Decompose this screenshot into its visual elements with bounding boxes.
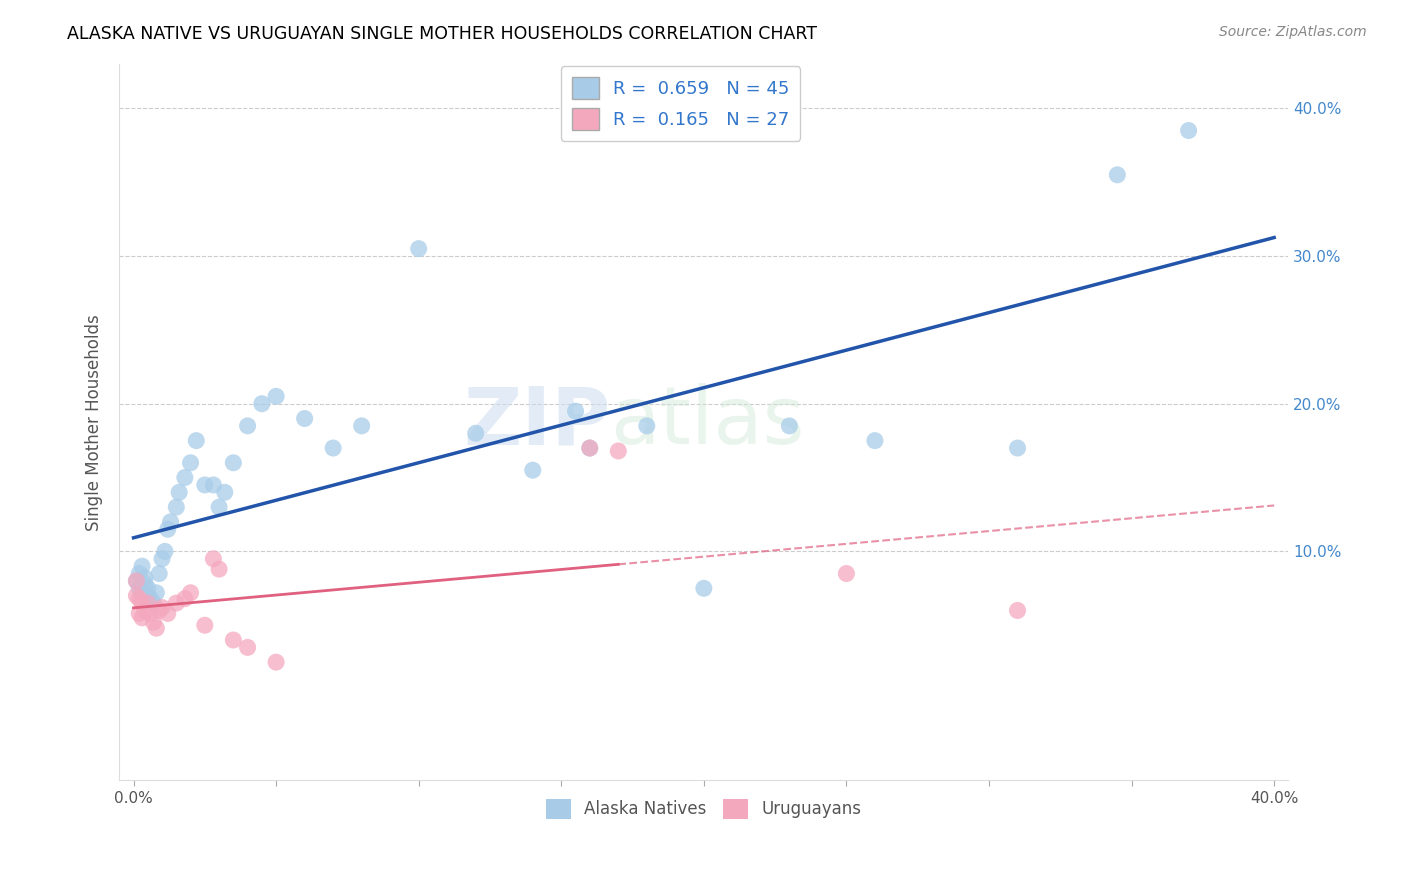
- Point: [159, 515, 181, 529]
- Point: [131, 596, 153, 610]
- Point: [173, 591, 195, 606]
- Point: [142, 615, 165, 630]
- Point: [322, 441, 344, 455]
- Point: [636, 418, 658, 433]
- Point: [264, 655, 287, 669]
- Point: [202, 478, 225, 492]
- Point: [131, 586, 153, 600]
- Text: ZIP: ZIP: [463, 384, 610, 461]
- Point: [350, 418, 373, 433]
- Point: [464, 426, 486, 441]
- Point: [156, 607, 179, 621]
- Point: [578, 441, 600, 455]
- Point: [180, 456, 202, 470]
- Point: [264, 389, 287, 403]
- Point: [128, 591, 150, 606]
- Text: Source: ZipAtlas.com: Source: ZipAtlas.com: [1219, 25, 1367, 39]
- Point: [134, 571, 156, 585]
- Point: [128, 582, 150, 596]
- Point: [194, 478, 217, 492]
- Point: [1107, 168, 1129, 182]
- Point: [148, 566, 170, 581]
- Y-axis label: Single Mother Households: Single Mother Households: [86, 314, 103, 531]
- Point: [153, 544, 176, 558]
- Point: [250, 397, 273, 411]
- Point: [150, 551, 173, 566]
- Point: [578, 441, 600, 455]
- Point: [128, 566, 150, 581]
- Point: [1007, 441, 1029, 455]
- Point: [165, 500, 187, 514]
- Point: [863, 434, 886, 448]
- Point: [131, 611, 153, 625]
- Point: [214, 485, 236, 500]
- Point: [522, 463, 544, 477]
- Point: [128, 607, 150, 621]
- Point: [180, 586, 202, 600]
- Point: [236, 640, 259, 655]
- Point: [145, 621, 167, 635]
- Point: [131, 559, 153, 574]
- Point: [136, 582, 159, 596]
- Point: [156, 522, 179, 536]
- Text: atlas: atlas: [610, 384, 804, 461]
- Point: [693, 582, 716, 596]
- Point: [186, 434, 208, 448]
- Point: [145, 586, 167, 600]
- Point: [294, 411, 316, 425]
- Point: [125, 574, 148, 588]
- Point: [136, 589, 159, 603]
- Point: [1007, 603, 1029, 617]
- Point: [194, 618, 217, 632]
- Point: [167, 485, 190, 500]
- Point: [148, 603, 170, 617]
- Point: [139, 607, 162, 621]
- Legend: Alaska Natives, Uruguayans: Alaska Natives, Uruguayans: [540, 792, 869, 826]
- Point: [607, 444, 630, 458]
- Point: [1177, 123, 1199, 137]
- Point: [564, 404, 586, 418]
- Point: [208, 562, 231, 576]
- Point: [165, 596, 187, 610]
- Point: [222, 456, 245, 470]
- Point: [142, 596, 165, 610]
- Point: [208, 500, 231, 514]
- Point: [778, 418, 800, 433]
- Point: [125, 574, 148, 588]
- Point: [150, 600, 173, 615]
- Point: [136, 596, 159, 610]
- Point: [173, 470, 195, 484]
- Point: [139, 591, 162, 606]
- Point: [125, 589, 148, 603]
- Point: [222, 632, 245, 647]
- Point: [134, 603, 156, 617]
- Point: [835, 566, 858, 581]
- Point: [408, 242, 430, 256]
- Point: [134, 577, 156, 591]
- Point: [202, 551, 225, 566]
- Text: ALASKA NATIVE VS URUGUAYAN SINGLE MOTHER HOUSEHOLDS CORRELATION CHART: ALASKA NATIVE VS URUGUAYAN SINGLE MOTHER…: [67, 25, 817, 43]
- Point: [236, 418, 259, 433]
